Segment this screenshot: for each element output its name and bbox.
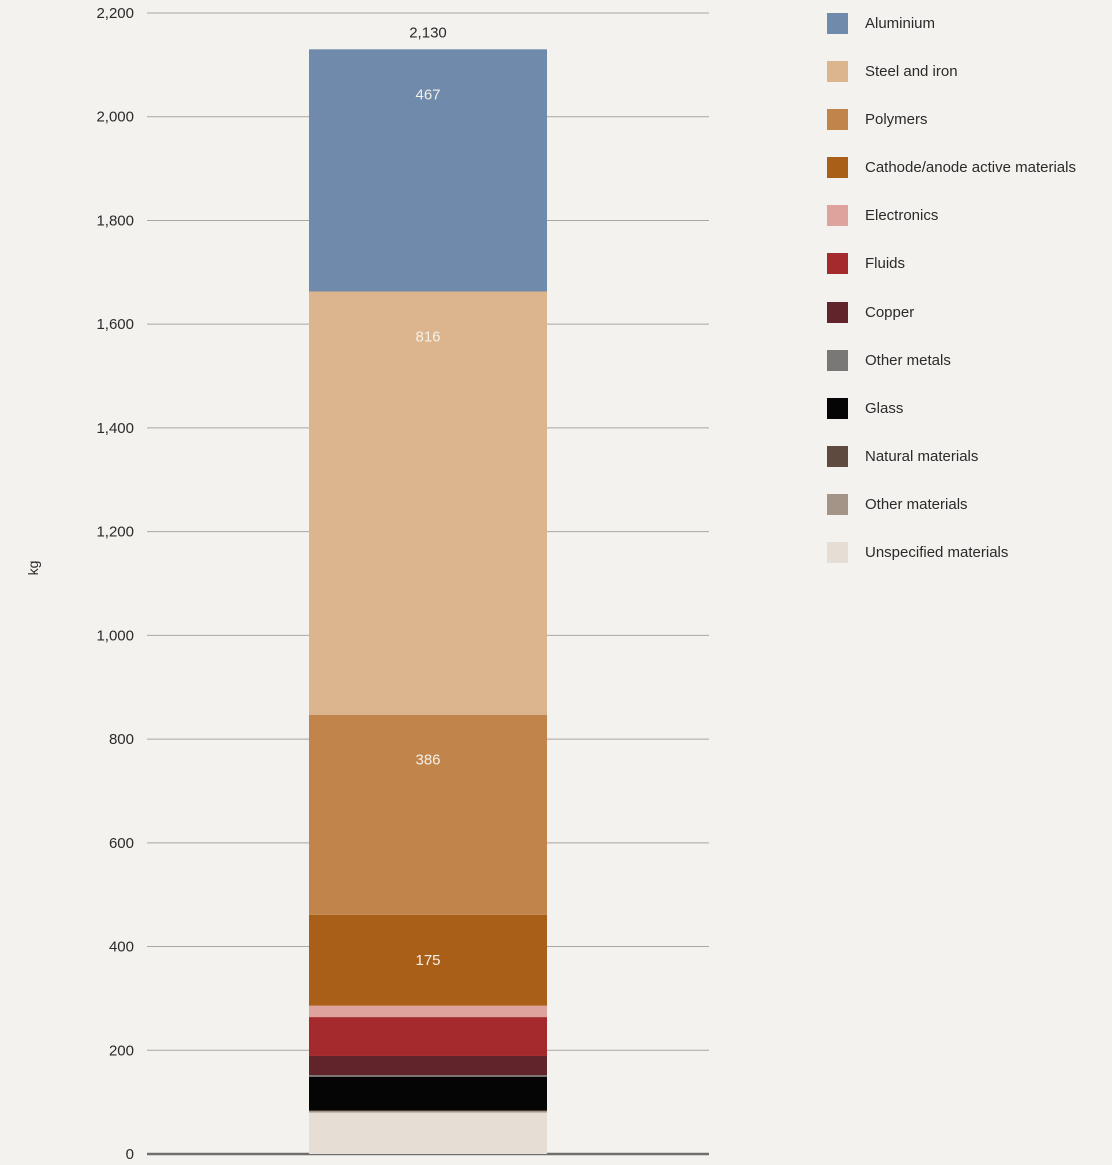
bar-segment-aluminium: [309, 49, 547, 292]
legend-swatch: [827, 13, 848, 34]
total-label: 2,130: [409, 24, 447, 41]
legend-swatch: [827, 205, 848, 227]
bar-segment-fluids: [309, 1017, 547, 1056]
legend-item: Polymers: [827, 109, 1107, 131]
legend-swatch: [827, 61, 848, 83]
y-tick-label: 1,200: [96, 524, 134, 541]
segment-label-polymers: 386: [415, 752, 440, 769]
legend-item: Steel and iron: [827, 61, 1107, 83]
legend-item: Natural materials: [827, 445, 1107, 467]
bar-segment-copper: [309, 1055, 547, 1076]
legend-swatch: [827, 445, 848, 467]
legend-item: Aluminium: [827, 13, 1107, 34]
legend-item: Copper: [827, 301, 1107, 323]
stacked-bar-chart: 0 200 400 600 800 1,000 1,200 1,400 1,600 1,800 2,…: [25, 5, 709, 1163]
bar-segment-unspecified-materials: [309, 1112, 547, 1154]
y-tick-label: 1,400: [96, 420, 134, 437]
bar-segment-cathode-anode-active-materials: [309, 914, 547, 1006]
legend-label: Copper: [865, 303, 915, 321]
legend-item: Glass: [827, 397, 1107, 419]
bar-segment-steel-and-iron: [309, 291, 547, 715]
y-tick-label: 2,200: [96, 5, 134, 22]
y-tick-label: 1,600: [96, 316, 134, 333]
y-tick-label: 0: [126, 1146, 134, 1163]
y-tick-label: 800: [109, 731, 134, 748]
y-axis-label: kg: [25, 561, 41, 576]
legend-label: Natural materials: [865, 447, 979, 465]
segment-label-aluminium: 467: [415, 86, 440, 103]
legend-swatch: [827, 542, 848, 564]
legend-label: Unspecified materials: [865, 544, 1009, 562]
legend-swatch: [827, 493, 848, 515]
legend-label: Other materials: [865, 495, 968, 513]
bar-segment-other-materials: [309, 1110, 547, 1113]
legend-label: Aluminium: [865, 15, 936, 32]
segment-label-steel-and-iron: 816: [415, 329, 440, 346]
legend-swatch: [827, 109, 848, 131]
y-tick-label: 600: [109, 835, 134, 852]
bar-segment-glass: [309, 1076, 547, 1111]
y-axis-ticks: 0 200 400 600 800 1,000 1,200 1,400 1,600 1,800 2,…: [96, 5, 134, 1163]
legend-swatch: [827, 301, 848, 323]
legend-item: Other materials: [827, 493, 1107, 515]
bar-segment-natural-materials: [309, 1110, 547, 1111]
y-tick-label: 1,000: [96, 627, 134, 644]
legend-item: Cathode/anode active materials: [827, 157, 1107, 179]
bar-segment-other-metals: [309, 1075, 547, 1077]
y-tick-label: 400: [109, 939, 134, 956]
legend-swatch: [827, 157, 848, 179]
legend-label: Polymers: [865, 111, 928, 129]
segment-label-cathode-anode-active-materials: 175: [415, 952, 440, 969]
legend-label: Steel and iron: [865, 63, 958, 81]
legend-item: Electronics: [827, 205, 1107, 227]
bar-segment-electronics: [309, 1005, 547, 1018]
legend-swatch: [827, 253, 848, 275]
legend-label: Cathode/anode active materials: [865, 159, 1076, 177]
legend-label: Fluids: [865, 255, 906, 273]
legend-swatch: [827, 349, 848, 371]
y-tick-label: 1,800: [96, 212, 134, 229]
y-tick-label: 2,000: [96, 109, 134, 126]
legend: Aluminium Steel and iron Polymers Cathode/a…: [827, 13, 1107, 590]
y-tick-label: 200: [109, 1042, 134, 1059]
legend-label: Glass: [865, 399, 904, 417]
legend-label: Other metals: [865, 351, 951, 369]
legend-label: Electronics: [865, 207, 939, 225]
legend-item: Unspecified materials: [827, 542, 1107, 564]
legend-item: Other metals: [827, 349, 1107, 371]
stacked-bar: [309, 49, 547, 1154]
segment-labels: 175 386 816 467 2,130: [409, 24, 447, 969]
legend-item: Fluids: [827, 253, 1107, 275]
bar-segment-polymers: [309, 714, 547, 915]
legend-swatch: [827, 397, 848, 419]
